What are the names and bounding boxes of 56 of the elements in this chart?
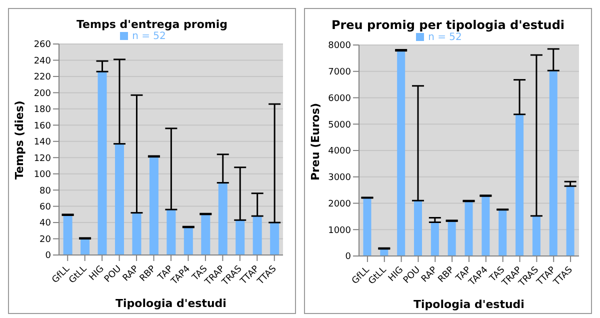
y-tick-label: 240 bbox=[34, 56, 52, 66]
bar bbox=[201, 214, 210, 255]
y-tick-label: 60 bbox=[40, 202, 52, 213]
y-tick-label: 5000 bbox=[328, 120, 352, 130]
bar bbox=[218, 182, 228, 255]
bar bbox=[166, 210, 176, 255]
y-tick-label: 2000 bbox=[328, 199, 352, 210]
bar bbox=[516, 114, 524, 256]
legend-label: n = 52 bbox=[428, 32, 462, 43]
bar bbox=[448, 221, 456, 256]
bar bbox=[414, 200, 422, 256]
y-tick-label: 20 bbox=[40, 234, 52, 245]
y-tick-label: 200 bbox=[34, 88, 52, 99]
y-axis-title: Preu (Euros) bbox=[308, 102, 322, 180]
bar bbox=[397, 50, 406, 256]
y-tick-label: 260 bbox=[34, 40, 52, 50]
y-tick-label: 7000 bbox=[328, 68, 352, 78]
bar bbox=[482, 196, 490, 256]
bar bbox=[464, 201, 473, 256]
bar bbox=[149, 156, 158, 255]
bar bbox=[270, 222, 280, 255]
y-tick-label: 8000 bbox=[328, 41, 352, 52]
bar bbox=[98, 72, 107, 255]
bar bbox=[430, 222, 439, 256]
chart-title: Temps d'entrega promig bbox=[76, 18, 228, 31]
x-axis-title: Tipologia d'estudi bbox=[414, 298, 524, 311]
y-tick-label: 80 bbox=[40, 186, 52, 196]
y-tick-label: 0 bbox=[345, 252, 352, 262]
bar bbox=[115, 144, 124, 255]
bar bbox=[549, 70, 558, 256]
bar bbox=[132, 212, 142, 255]
y-tick-label: 6000 bbox=[328, 94, 352, 104]
chart-title: Preu promig per tipologia d'estudi bbox=[330, 18, 566, 32]
bar bbox=[80, 238, 90, 255]
bar bbox=[532, 216, 540, 256]
y-tick-label: 4000 bbox=[328, 146, 352, 157]
bar bbox=[63, 215, 72, 255]
y-tick-label: 3000 bbox=[328, 173, 352, 184]
legend-label: n = 52 bbox=[132, 31, 166, 42]
bar bbox=[252, 216, 262, 255]
bar bbox=[363, 198, 372, 256]
y-tick-label: 140 bbox=[34, 138, 52, 148]
bar bbox=[498, 210, 507, 256]
y-tick-label: 1000 bbox=[328, 226, 352, 236]
y-tick-label: 100 bbox=[34, 170, 52, 180]
y-tick-label: 40 bbox=[40, 218, 52, 229]
bar bbox=[566, 186, 574, 256]
bar bbox=[184, 227, 193, 255]
y-axis-title: Temps (dies) bbox=[12, 100, 26, 180]
y-tick-label: 180 bbox=[34, 105, 52, 116]
y-tick-label: 0 bbox=[45, 251, 52, 262]
y-tick-label: 160 bbox=[34, 121, 52, 132]
y-tick-label: 120 bbox=[34, 154, 52, 164]
bar bbox=[236, 220, 245, 255]
x-axis-title: Tipologia d'estudi bbox=[116, 297, 226, 310]
y-tick-label: 220 bbox=[34, 72, 52, 83]
